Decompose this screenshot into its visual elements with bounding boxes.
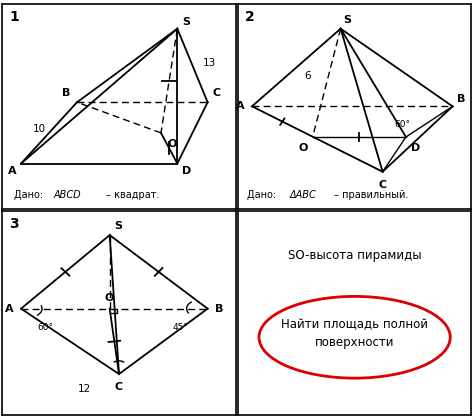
- Text: B: B: [457, 94, 466, 104]
- Text: Дано:: Дано:: [14, 190, 46, 200]
- Text: 6: 6: [305, 71, 311, 80]
- Text: Найти площадь полной
поверхности: Найти площадь полной поверхности: [281, 318, 428, 349]
- Text: O: O: [168, 139, 178, 149]
- Text: ABCD: ABCD: [54, 190, 81, 200]
- Text: A: A: [8, 166, 16, 176]
- Text: C: C: [212, 88, 220, 98]
- Text: S: S: [114, 221, 122, 231]
- Text: 12: 12: [78, 384, 90, 394]
- Text: O: O: [105, 293, 114, 303]
- Text: Дано:: Дано:: [248, 190, 279, 200]
- Text: 13: 13: [203, 58, 216, 68]
- Text: C: C: [378, 180, 387, 190]
- Text: A: A: [5, 304, 14, 314]
- Text: B: B: [215, 304, 223, 314]
- Text: ΔABC: ΔABC: [289, 190, 316, 200]
- Text: 60°: 60°: [38, 323, 53, 332]
- Text: D: D: [182, 166, 191, 176]
- Text: – правильный.: – правильный.: [331, 190, 409, 200]
- Text: A: A: [237, 101, 245, 111]
- Text: C: C: [115, 382, 123, 392]
- Text: 1: 1: [10, 10, 19, 24]
- Text: B: B: [62, 88, 70, 98]
- Text: S: S: [182, 17, 190, 27]
- Text: 10: 10: [33, 124, 46, 134]
- Text: S: S: [343, 15, 351, 25]
- Text: – квадрат.: – квадрат.: [103, 190, 159, 200]
- Text: 2: 2: [245, 10, 255, 24]
- Text: 3: 3: [10, 217, 19, 231]
- Text: SO-высота пирамиды: SO-высота пирамиды: [288, 249, 421, 262]
- Text: O: O: [298, 143, 308, 153]
- Text: 60°: 60°: [394, 120, 410, 129]
- Text: 45°: 45°: [173, 323, 188, 332]
- Text: D: D: [411, 143, 420, 153]
